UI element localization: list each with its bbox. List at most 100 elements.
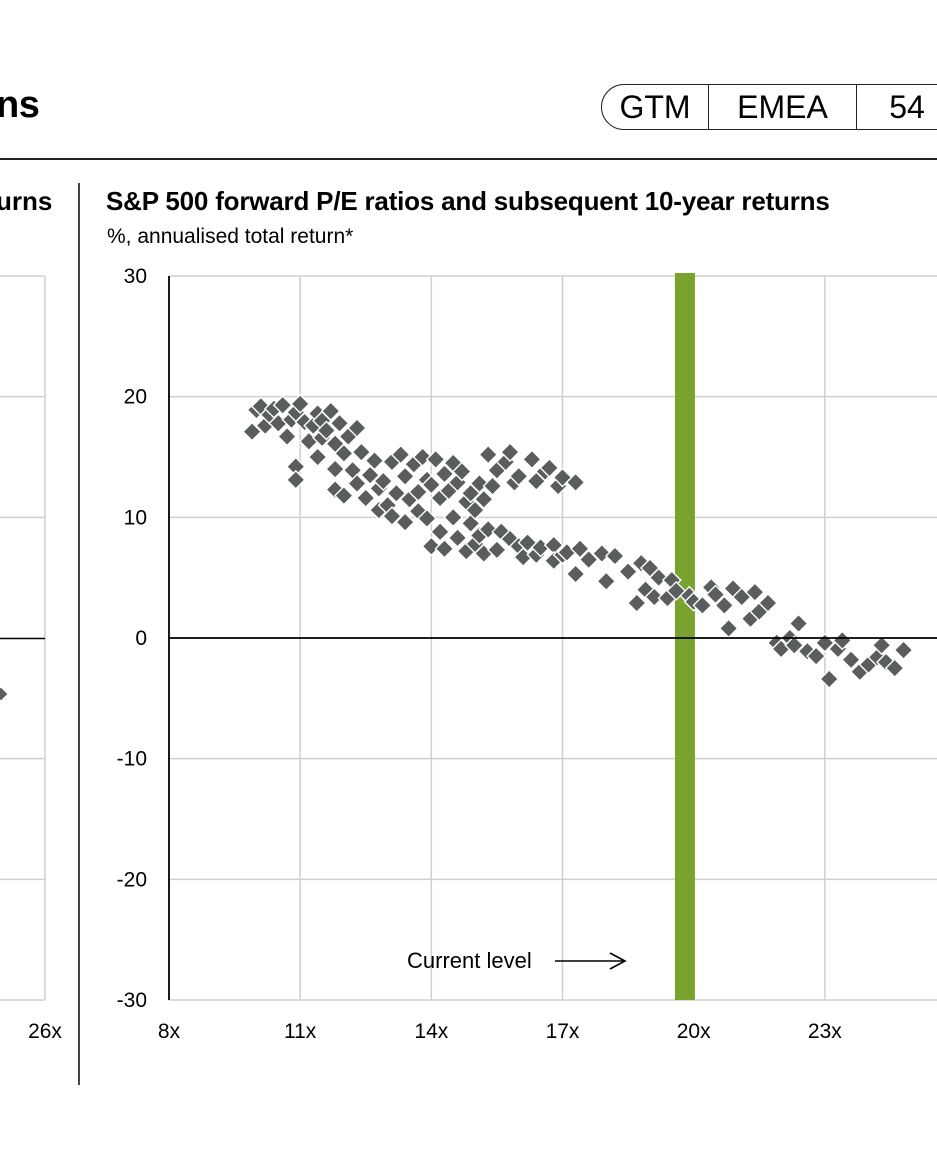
data-point	[316, 420, 337, 441]
y-tick-label: 30	[124, 265, 147, 288]
x-tick-label: 14x	[414, 1020, 448, 1043]
data-point	[320, 401, 341, 422]
data-point	[421, 474, 442, 495]
x-tick-label: 11x	[284, 1020, 317, 1043]
y-tick-label: 0	[135, 627, 147, 650]
data-point	[469, 473, 490, 494]
data-point	[360, 465, 381, 486]
data-point	[692, 595, 713, 616]
y-tick-label: -20	[117, 868, 147, 891]
data-point	[412, 447, 433, 467]
data-point	[618, 561, 639, 582]
data-point	[416, 508, 437, 529]
data-point	[841, 649, 862, 670]
data-point	[373, 471, 394, 492]
y-tick-label: -10	[117, 748, 147, 771]
data-point	[569, 538, 590, 559]
data-point	[521, 449, 542, 470]
data-point	[421, 536, 442, 557]
data-point	[788, 613, 809, 634]
data-point	[386, 483, 407, 504]
data-point	[508, 466, 529, 487]
y-tick-label: -30	[117, 989, 147, 1012]
data-point	[819, 669, 840, 690]
data-point	[884, 658, 905, 679]
data-point	[272, 395, 293, 416]
data-point	[395, 466, 416, 487]
y-tick-label: 20	[124, 386, 147, 409]
data-point	[434, 538, 455, 559]
data-point	[307, 447, 328, 467]
data-point	[893, 640, 914, 661]
data-point	[277, 426, 298, 447]
data-point	[430, 521, 451, 542]
badge-region: EMEA	[709, 85, 857, 129]
header-divider	[0, 158, 937, 160]
current-level-bar	[674, 273, 695, 1000]
data-point	[325, 459, 346, 480]
data-point	[744, 582, 765, 603]
x-tick-label: 20x	[677, 1020, 711, 1043]
data-point	[478, 444, 499, 465]
left-panel-point	[0, 686, 9, 702]
current-level-label: Current level	[407, 948, 532, 973]
data-point	[395, 512, 416, 533]
badge-page-number: 54	[889, 88, 925, 125]
left-chart-title: urns	[0, 186, 53, 216]
data-point	[666, 580, 687, 601]
data-point	[482, 475, 503, 496]
data-point	[604, 545, 625, 566]
left-x-tick-label: 26x	[28, 1020, 62, 1043]
data-point	[806, 646, 827, 667]
x-tick-label: 8x	[158, 1020, 181, 1043]
data-point	[347, 473, 367, 494]
data-point	[871, 635, 892, 656]
page-tag-group: GTM EMEA 54	[601, 84, 937, 130]
data-point	[408, 482, 429, 502]
data-point	[447, 527, 468, 548]
page-title: ns	[0, 84, 40, 126]
data-point	[500, 442, 521, 463]
data-point	[329, 413, 350, 434]
data-point	[648, 567, 669, 588]
data-point	[408, 501, 429, 522]
data-point	[465, 500, 486, 521]
data-point	[285, 469, 306, 490]
panel-divider	[78, 183, 80, 1085]
data-point	[565, 472, 586, 493]
data-point	[486, 539, 507, 560]
data-point	[578, 549, 599, 570]
y-tick-label: 10	[124, 506, 147, 529]
data-point	[333, 485, 354, 506]
data-point	[242, 421, 263, 442]
data-point	[351, 442, 372, 463]
data-point	[644, 586, 665, 607]
data-point	[714, 595, 735, 616]
data-point	[539, 457, 560, 478]
data-point	[565, 564, 586, 585]
chart-subtitle: %, annualised total return*	[107, 225, 354, 248]
data-point	[333, 443, 354, 464]
data-point	[355, 488, 376, 509]
data-point	[591, 543, 612, 564]
data-point	[425, 449, 446, 470]
chart-title: S&P 500 forward P/E ratios and subsequen…	[106, 186, 830, 216]
data-point	[381, 506, 402, 527]
data-point	[758, 593, 778, 613]
data-point	[290, 393, 311, 414]
data-point	[478, 519, 499, 540]
left-panel-fragment: 26x	[0, 275, 62, 1043]
data-point	[705, 584, 726, 605]
data-point	[451, 461, 472, 482]
data-point	[443, 507, 464, 528]
data-point	[364, 450, 385, 471]
data-point	[434, 463, 455, 484]
data-point	[347, 418, 367, 439]
data-point	[631, 553, 652, 574]
data-point	[390, 444, 411, 465]
badge-gtm: GTM	[602, 85, 709, 129]
data-point	[784, 635, 805, 656]
data-point	[473, 489, 494, 510]
data-point	[718, 618, 739, 639]
